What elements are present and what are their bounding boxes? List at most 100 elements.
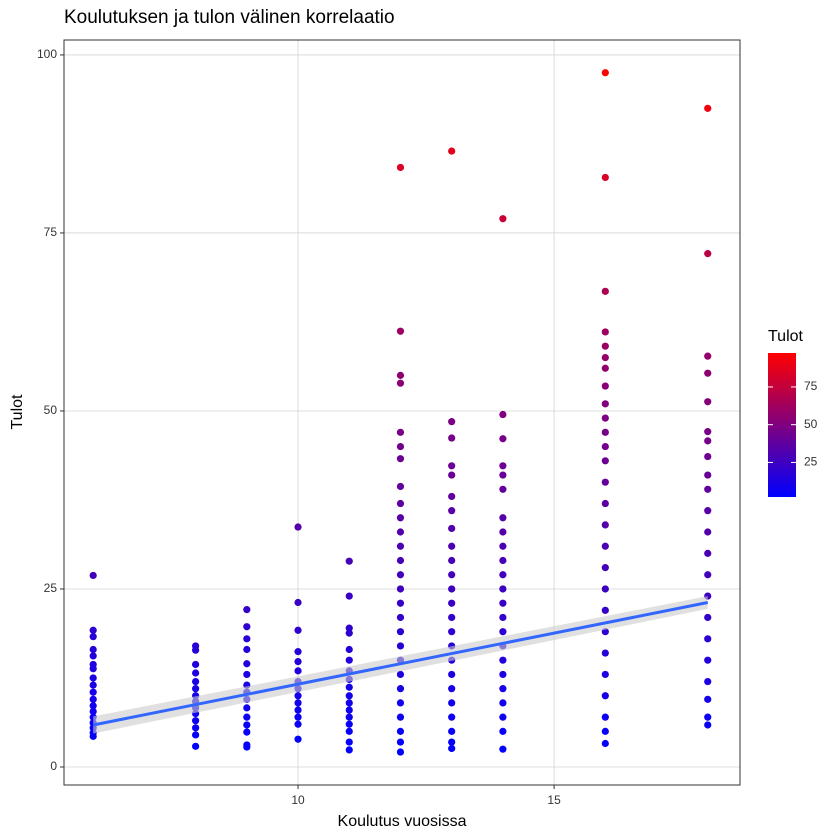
point: [294, 598, 302, 607]
point: [448, 507, 456, 515]
point: [704, 635, 712, 643]
point: [601, 69, 609, 77]
point: [192, 677, 200, 686]
point: [396, 727, 405, 735]
point: [89, 645, 97, 654]
legend-tick-label: 25: [804, 455, 818, 469]
legend-tick-label: 50: [804, 417, 818, 431]
legend-tick-label: 75: [804, 379, 818, 393]
point: [89, 674, 97, 682]
point: [243, 606, 251, 614]
point: [704, 369, 712, 377]
point: [499, 745, 507, 753]
point: [704, 352, 712, 360]
point: [448, 685, 456, 693]
point: [396, 699, 405, 707]
point: [243, 623, 251, 631]
point: [704, 721, 712, 729]
point: [396, 713, 405, 721]
y-tick-label: 0: [50, 759, 57, 773]
point: [601, 478, 609, 486]
point: [396, 642, 405, 650]
x-axis-label: Koulutus vuosissa: [338, 813, 467, 830]
point: [704, 549, 712, 557]
y-tick-label: 75: [44, 225, 58, 239]
point: [345, 645, 353, 654]
point: [601, 457, 609, 465]
point: [396, 455, 405, 463]
point: [601, 328, 609, 336]
point: [192, 724, 200, 732]
point: [396, 327, 405, 335]
point: [601, 564, 609, 572]
point: [499, 599, 507, 607]
point: [396, 428, 405, 436]
point: [89, 571, 97, 580]
point: [89, 665, 97, 673]
point: [499, 713, 507, 721]
point: [294, 706, 302, 714]
point: [499, 685, 507, 693]
point: [499, 571, 507, 579]
point: [396, 599, 405, 607]
y-axis-label: Tulot: [9, 394, 26, 430]
point: [396, 738, 405, 746]
point: [448, 434, 456, 442]
point: [396, 482, 405, 491]
point: [704, 250, 712, 258]
point: [704, 571, 712, 579]
point: [345, 683, 353, 691]
point: [345, 706, 353, 714]
point: [396, 371, 405, 379]
point: [704, 104, 712, 112]
point: [243, 660, 251, 668]
point: [601, 713, 609, 721]
point: [396, 379, 405, 387]
point: [89, 681, 97, 689]
point: [243, 713, 251, 721]
point: [601, 692, 609, 700]
panel-border: [63, 39, 741, 786]
point: [601, 342, 609, 350]
point: [499, 727, 507, 735]
point: [601, 606, 609, 614]
point: [499, 471, 507, 479]
point: [192, 731, 200, 739]
point: [601, 400, 609, 408]
point: [345, 738, 353, 746]
point: [294, 667, 302, 675]
point: [448, 670, 456, 679]
point: [499, 556, 507, 565]
point: [448, 462, 456, 470]
point: [499, 699, 507, 707]
point: [243, 728, 251, 736]
point: [704, 507, 712, 515]
point: [601, 521, 609, 529]
point: [448, 542, 456, 550]
point: [601, 382, 609, 390]
point: [396, 514, 405, 522]
x-tick-label: 15: [547, 793, 561, 807]
point: [499, 656, 507, 664]
point: [601, 542, 609, 550]
point: [601, 739, 609, 748]
point: [294, 699, 302, 707]
point: [396, 556, 405, 565]
point: [243, 645, 251, 654]
y-tick-label: 25: [44, 581, 58, 595]
point: [499, 485, 507, 493]
point: [396, 571, 405, 579]
point: [396, 442, 405, 451]
point: [601, 414, 609, 422]
point: [704, 471, 712, 479]
point: [704, 398, 712, 406]
point: [601, 364, 609, 372]
point: [345, 624, 353, 632]
point: [192, 660, 200, 669]
point: [294, 720, 302, 728]
point: [448, 738, 456, 746]
point: [704, 613, 712, 622]
point: [499, 462, 507, 470]
point: [448, 585, 456, 593]
